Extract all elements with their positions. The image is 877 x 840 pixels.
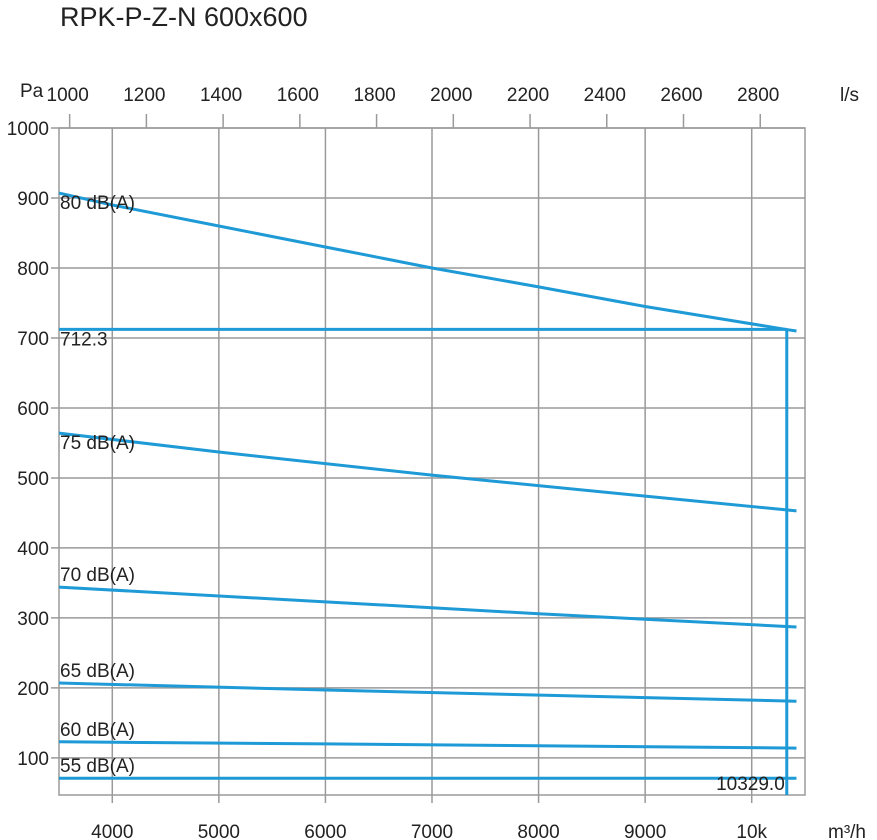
x2-tick-label: 2200 <box>507 85 549 106</box>
series-label: 70 dB(A) <box>60 565 135 586</box>
x-tick-label: 7000 <box>411 822 453 840</box>
series-label: 80 dB(A) <box>60 193 135 214</box>
series-line <box>58 191 797 333</box>
x-tick-label: 6000 <box>304 822 346 840</box>
x-tick-label: 9000 <box>624 822 666 840</box>
y-tick-label: 700 <box>17 329 49 350</box>
y-tick-label: 200 <box>17 679 49 700</box>
x2-tick-label: 1400 <box>200 85 242 106</box>
series-line <box>58 681 797 703</box>
x2-tick-label: 1200 <box>123 85 165 106</box>
y-tick-label: 600 <box>17 399 49 420</box>
y-tick-label: 800 <box>17 259 49 280</box>
y-axis-label: Pa <box>20 81 44 102</box>
series-label: 75 dB(A) <box>60 433 135 454</box>
x2-tick-label: 2400 <box>584 85 626 106</box>
x2-tick-label: 2000 <box>430 85 472 106</box>
x-tick-label: 10k <box>736 822 767 840</box>
chart-title: RPK-P-Z-N 600x600 <box>60 2 308 32</box>
series-line <box>58 740 797 750</box>
series-line <box>58 585 797 629</box>
x2-tick-label: 2600 <box>660 85 702 106</box>
x2-tick-label: 2800 <box>737 85 779 106</box>
x2-tick-label: 1000 <box>47 85 89 106</box>
series-line <box>58 431 797 513</box>
y-tick-label: 900 <box>17 189 49 210</box>
y-tick-label: 100 <box>17 749 49 770</box>
y-tick-label: 300 <box>17 609 49 630</box>
x-tick-label: 5000 <box>198 822 240 840</box>
y-tick-label: 1000 <box>7 119 49 140</box>
series-label: 55 dB(A) <box>60 756 135 777</box>
plot-frame <box>58 127 806 796</box>
series-label: 65 dB(A) <box>60 661 135 682</box>
x-axis-label: m³/h <box>828 822 866 840</box>
x-tick-label: 4000 <box>91 822 133 840</box>
operating-point-y-label: 712.3 <box>60 329 108 350</box>
operating-point-x-label: 10329.0 <box>716 774 785 795</box>
x2-tick-label: 1600 <box>277 85 319 106</box>
x2-axis-label: l/s <box>840 85 859 106</box>
y-tick-label: 400 <box>17 539 49 560</box>
series-label: 60 dB(A) <box>60 720 135 741</box>
x2-tick-label: 1800 <box>353 85 395 106</box>
y-tick-label: 500 <box>17 469 49 490</box>
x-tick-label: 8000 <box>517 822 559 840</box>
